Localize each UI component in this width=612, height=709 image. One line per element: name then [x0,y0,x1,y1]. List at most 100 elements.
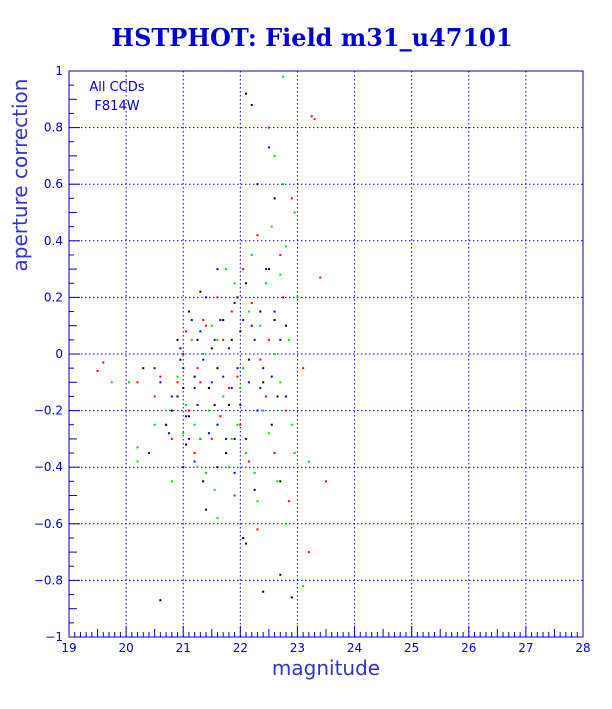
data-point [185,330,188,333]
data-point [227,347,230,350]
data-point [273,452,276,455]
data-point [202,319,205,322]
data-point [136,460,139,463]
data-point [273,310,276,313]
data-point [245,282,248,285]
data-point [236,375,239,378]
data-point [307,551,310,554]
data-point [253,471,256,474]
data-point [259,324,262,327]
data-point [233,437,236,440]
data-point [185,415,188,418]
data-point [216,367,219,370]
data-point [196,466,199,469]
data-point [279,253,282,256]
data-point [213,338,216,341]
data-point [225,268,228,271]
x-tick-label: 22 [233,641,248,655]
data-point [210,437,213,440]
data-point [176,375,179,378]
data-point [273,154,276,157]
data-point [202,358,205,361]
data-point [302,585,305,588]
data-point [205,508,208,511]
data-point [216,423,219,426]
data-point [210,324,213,327]
data-point [165,409,168,412]
data-point [193,452,196,455]
grid-lines [69,71,583,637]
x-tick-label: 25 [404,641,419,655]
data-point [227,386,230,389]
data-point [227,403,230,406]
data-point [285,324,288,327]
data-point [267,146,270,149]
data-point [265,282,268,285]
data-point [153,367,156,370]
data-point [159,381,162,384]
data-point [296,296,299,299]
data-point [193,375,196,378]
data-point [190,338,193,341]
data-point [127,381,130,384]
data-point [233,494,236,497]
data-point [102,361,105,364]
data-point [219,319,222,322]
data-point [267,268,270,271]
data-point [293,211,296,214]
data-point [182,432,185,435]
data-point [187,437,190,440]
data-point [290,596,293,599]
data-point [233,282,236,285]
data-point [287,338,290,341]
data-point [225,437,228,440]
data-point [159,599,162,602]
data-point [187,415,190,418]
data-point [159,375,162,378]
data-point [170,409,173,412]
x-tick-label: 20 [118,641,133,655]
data-point [167,432,170,435]
data-point [285,522,288,525]
data-point [199,330,202,333]
data-point [193,460,196,463]
data-point [265,268,268,271]
data-point [205,324,208,327]
data-points [96,75,327,602]
data-point [290,197,293,200]
data-point [230,310,233,313]
data-point [313,118,316,121]
data-point [196,338,199,341]
data-point [213,488,216,491]
data-point [182,367,185,370]
data-point [239,330,242,333]
data-point [290,423,293,426]
data-point [242,367,245,370]
data-point [110,381,113,384]
data-point [279,338,282,341]
data-point [273,319,276,322]
data-point [236,296,239,299]
data-point [253,488,256,491]
data-point [222,375,225,378]
data-point [262,409,265,412]
data-point [165,423,168,426]
x-tick-label: 21 [176,641,191,655]
axis-ticks [68,70,584,638]
data-point [233,302,236,305]
data-point [225,452,228,455]
data-point [182,466,185,469]
data-point [259,358,262,361]
data-point [179,358,182,361]
data-point [153,395,156,398]
data-point [259,310,262,313]
data-point [207,386,210,389]
data-point [182,386,185,389]
data-point [282,183,285,186]
data-point [270,423,273,426]
data-point [199,437,202,440]
x-tick-label: 19 [61,641,76,655]
data-point [242,319,245,322]
y-tick-label: 0.8 [44,121,63,135]
data-point [193,386,196,389]
